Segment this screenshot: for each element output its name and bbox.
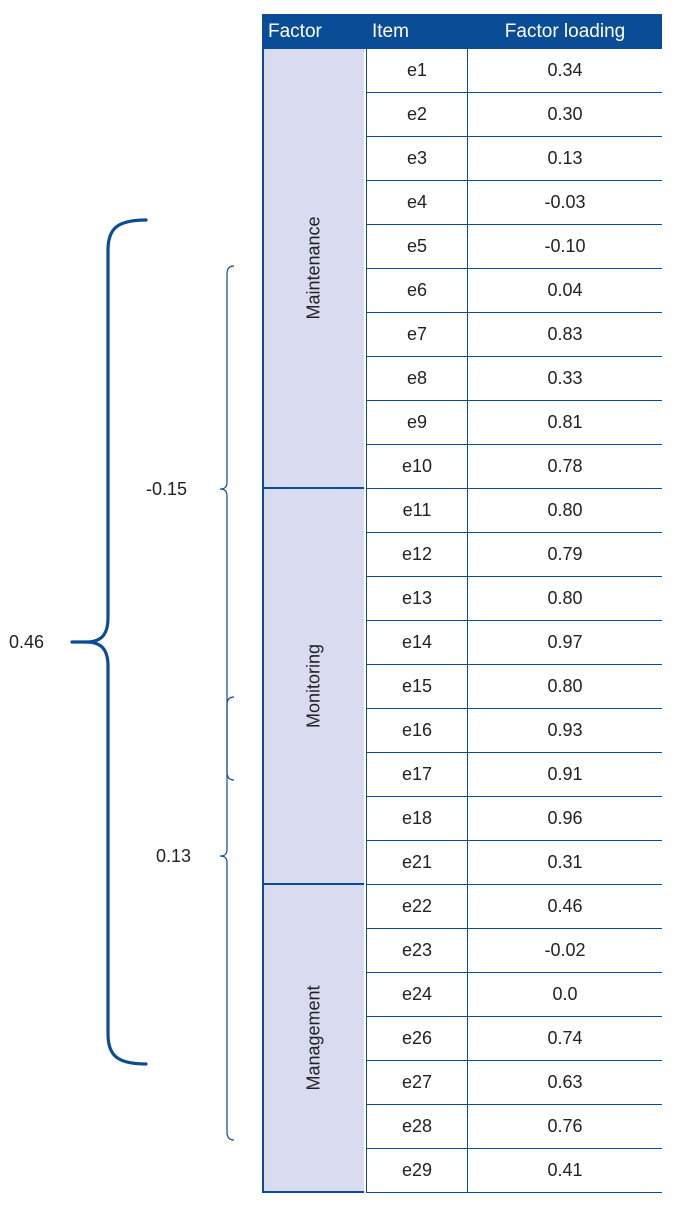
table-row: e3 0.13 bbox=[366, 137, 662, 181]
factor-cell-monitoring: Monitoring bbox=[262, 489, 364, 885]
item-cell: e16 bbox=[367, 709, 468, 752]
loading-cell: 0.80 bbox=[547, 676, 583, 696]
table-row: e24 0.0 bbox=[366, 973, 662, 1017]
loading-cell: 0.33 bbox=[547, 368, 583, 388]
header-factor-loading: Factor loading bbox=[504, 20, 626, 42]
item-cell: e12 bbox=[367, 533, 468, 576]
loading-cell: 0.83 bbox=[547, 324, 583, 344]
loading-cell: 0.41 bbox=[547, 1160, 583, 1180]
loading-cell: -0.03 bbox=[544, 192, 586, 212]
bracket-monitoring-management bbox=[219, 696, 235, 1141]
loading-cell: 0.76 bbox=[547, 1116, 583, 1136]
loading-cell: 0.46 bbox=[547, 896, 583, 916]
correlation-monitoring-management: 0.13 bbox=[156, 846, 192, 866]
item-cell: e7 bbox=[367, 313, 468, 356]
bracket-maintenance-management bbox=[85, 218, 148, 1066]
table-row: e9 0.81 bbox=[366, 401, 662, 445]
loading-cell: 0.97 bbox=[547, 632, 583, 652]
table-row: e16 0.93 bbox=[366, 709, 662, 753]
rows-column: e1 0.34 e2 0.30 e3 0.13 e4 -0.03 e5 -0.10 e6 0.04 e7… bbox=[366, 49, 662, 1193]
loading-cell: 0.30 bbox=[547, 104, 583, 124]
correlation-maintenance-management: 0.46 bbox=[9, 632, 45, 652]
loading-cell: 0.0 bbox=[552, 984, 578, 1004]
table-row: e23 -0.02 bbox=[366, 929, 662, 973]
loading-cell: -0.02 bbox=[544, 940, 586, 960]
header-item: Item bbox=[372, 20, 409, 42]
loading-cell: 0.74 bbox=[547, 1028, 583, 1048]
table-row: e14 0.97 bbox=[366, 621, 662, 665]
factor-column: Maintenance Monitoring Management bbox=[262, 49, 366, 1193]
item-cell: e21 bbox=[367, 841, 468, 884]
item-cell: e4 bbox=[367, 181, 468, 224]
loading-cell: 0.79 bbox=[547, 544, 583, 564]
factor-label: Maintenance bbox=[303, 216, 324, 320]
loading-cell: -0.10 bbox=[544, 236, 586, 256]
table-row: e15 0.80 bbox=[366, 665, 662, 709]
loading-cell: 0.93 bbox=[547, 720, 583, 740]
loading-cell: 0.81 bbox=[547, 412, 583, 432]
item-cell: e29 bbox=[367, 1149, 468, 1192]
item-cell: e5 bbox=[367, 225, 468, 268]
item-cell: e11 bbox=[367, 489, 468, 532]
factor-label: Monitoring bbox=[303, 643, 324, 729]
table-row: e13 0.80 bbox=[366, 577, 662, 621]
item-cell: e27 bbox=[367, 1061, 468, 1104]
item-cell: e23 bbox=[367, 929, 468, 972]
loading-cell: 0.63 bbox=[547, 1072, 583, 1092]
loading-cell: 0.96 bbox=[547, 808, 583, 828]
loading-cell: 0.91 bbox=[547, 764, 583, 784]
table-row: e4 -0.03 bbox=[366, 181, 662, 225]
loading-cell: 0.13 bbox=[547, 148, 583, 168]
item-cell: e2 bbox=[367, 93, 468, 136]
loading-cell: 0.80 bbox=[547, 500, 583, 520]
item-cell: e10 bbox=[367, 445, 468, 488]
item-cell: e1 bbox=[367, 49, 468, 92]
table-row: e18 0.96 bbox=[366, 797, 662, 841]
item-cell: e28 bbox=[367, 1105, 468, 1148]
item-cell: e17 bbox=[367, 753, 468, 796]
item-cell: e14 bbox=[367, 621, 468, 664]
item-cell: e26 bbox=[367, 1017, 468, 1060]
table-row: e29 0.41 bbox=[366, 1149, 662, 1193]
item-cell: e24 bbox=[367, 973, 468, 1016]
item-cell: e13 bbox=[367, 577, 468, 620]
loading-cell: 0.31 bbox=[547, 852, 583, 872]
item-cell: e22 bbox=[367, 885, 468, 928]
table-header: Factor Item Factor loading bbox=[262, 14, 662, 49]
table-row: e17 0.91 bbox=[366, 753, 662, 797]
factor-cell-maintenance: Maintenance bbox=[262, 49, 364, 489]
item-cell: e3 bbox=[367, 137, 468, 180]
table-row: e22 0.46 bbox=[366, 885, 662, 929]
factor-cell-management: Management bbox=[262, 885, 364, 1193]
table-row: e6 0.04 bbox=[366, 269, 662, 313]
header-factor: Factor bbox=[268, 20, 322, 42]
table-row: e26 0.74 bbox=[366, 1017, 662, 1061]
item-cell: e18 bbox=[367, 797, 468, 840]
loading-cell: 0.04 bbox=[547, 280, 583, 300]
table-row: e27 0.63 bbox=[366, 1061, 662, 1105]
table-row: e7 0.83 bbox=[366, 313, 662, 357]
table-row: e12 0.79 bbox=[366, 533, 662, 577]
factor-loading-table: Factor Item Factor loading Maintenance Mo… bbox=[262, 14, 662, 1193]
table-row: e10 0.78 bbox=[366, 445, 662, 489]
table-row: e8 0.33 bbox=[366, 357, 662, 401]
table-row: e28 0.76 bbox=[366, 1105, 662, 1149]
item-cell: e15 bbox=[367, 665, 468, 708]
correlation-maintenance-monitoring: -0.15 bbox=[146, 479, 188, 499]
table-row: e5 -0.10 bbox=[366, 225, 662, 269]
item-cell: e9 bbox=[367, 401, 468, 444]
loading-cell: 0.34 bbox=[547, 60, 583, 80]
table-body: Maintenance Monitoring Management e1 0.34 e2… bbox=[262, 49, 662, 1193]
item-cell: e6 bbox=[367, 269, 468, 312]
table-row: e1 0.34 bbox=[366, 49, 662, 93]
factor-label: Management bbox=[303, 985, 324, 1091]
table-row: e2 0.30 bbox=[366, 93, 662, 137]
table-row: e21 0.31 bbox=[366, 841, 662, 885]
table-row: e11 0.80 bbox=[366, 489, 662, 533]
loading-cell: 0.78 bbox=[547, 456, 583, 476]
loading-cell: 0.80 bbox=[547, 588, 583, 608]
item-cell: e8 bbox=[367, 357, 468, 400]
